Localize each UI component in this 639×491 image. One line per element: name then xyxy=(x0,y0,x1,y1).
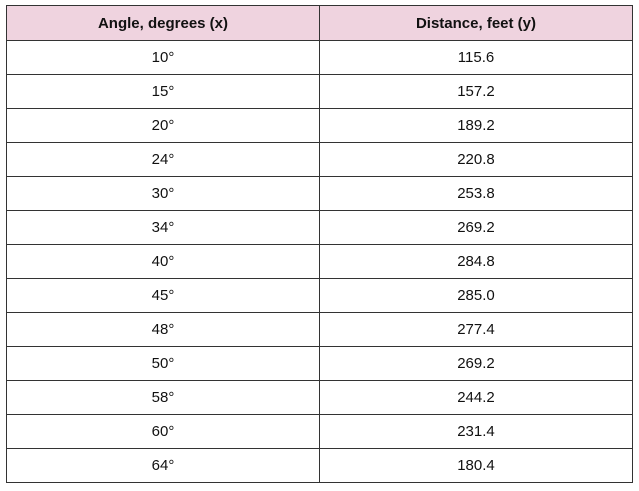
cell-distance: 115.6 xyxy=(319,40,633,75)
table-row: 60° 231.4 xyxy=(6,414,633,449)
cell-distance: 180.4 xyxy=(319,448,633,483)
table-row: 34° 269.2 xyxy=(6,210,633,245)
cell-angle: 24° xyxy=(6,142,320,177)
cell-angle: 20° xyxy=(6,108,320,143)
table-row: 50° 269.2 xyxy=(6,346,633,381)
cell-distance: 285.0 xyxy=(319,278,633,313)
header-angle: Angle, degrees (x) xyxy=(6,5,320,41)
cell-angle: 48° xyxy=(6,312,320,347)
table-row: 20° 189.2 xyxy=(6,108,633,143)
cell-angle: 64° xyxy=(6,448,320,483)
cell-angle: 34° xyxy=(6,210,320,245)
cell-distance: 253.8 xyxy=(319,176,633,211)
cell-angle: 58° xyxy=(6,380,320,415)
cell-distance: 244.2 xyxy=(319,380,633,415)
table-header-row: Angle, degrees (x) Distance, feet (y) xyxy=(6,5,633,41)
cell-angle: 15° xyxy=(6,74,320,109)
cell-angle: 60° xyxy=(6,414,320,449)
table-row: 24° 220.8 xyxy=(6,142,633,177)
cell-distance: 269.2 xyxy=(319,210,633,245)
cell-distance: 189.2 xyxy=(319,108,633,143)
table-row: 10° 115.6 xyxy=(6,40,633,75)
cell-distance: 231.4 xyxy=(319,414,633,449)
cell-distance: 220.8 xyxy=(319,142,633,177)
cell-distance: 157.2 xyxy=(319,74,633,109)
header-distance: Distance, feet (y) xyxy=(319,5,633,41)
cell-distance: 284.8 xyxy=(319,244,633,279)
table-row: 48° 277.4 xyxy=(6,312,633,347)
cell-angle: 40° xyxy=(6,244,320,279)
cell-angle: 50° xyxy=(6,346,320,381)
table-row: 15° 157.2 xyxy=(6,74,633,109)
angle-distance-table: Angle, degrees (x) Distance, feet (y) 10… xyxy=(6,5,633,483)
table-row: 30° 253.8 xyxy=(6,176,633,211)
cell-distance: 269.2 xyxy=(319,346,633,381)
table-row: 58° 244.2 xyxy=(6,380,633,415)
table-row: 40° 284.8 xyxy=(6,244,633,279)
table-row: 64° 180.4 xyxy=(6,448,633,483)
table-row: 45° 285.0 xyxy=(6,278,633,313)
data-table-container: Angle, degrees (x) Distance, feet (y) 10… xyxy=(6,5,633,483)
table-body: 10° 115.6 15° 157.2 20° 189.2 24° 220.8 … xyxy=(6,40,633,483)
cell-angle: 30° xyxy=(6,176,320,211)
cell-distance: 277.4 xyxy=(319,312,633,347)
cell-angle: 45° xyxy=(6,278,320,313)
cell-angle: 10° xyxy=(6,40,320,75)
